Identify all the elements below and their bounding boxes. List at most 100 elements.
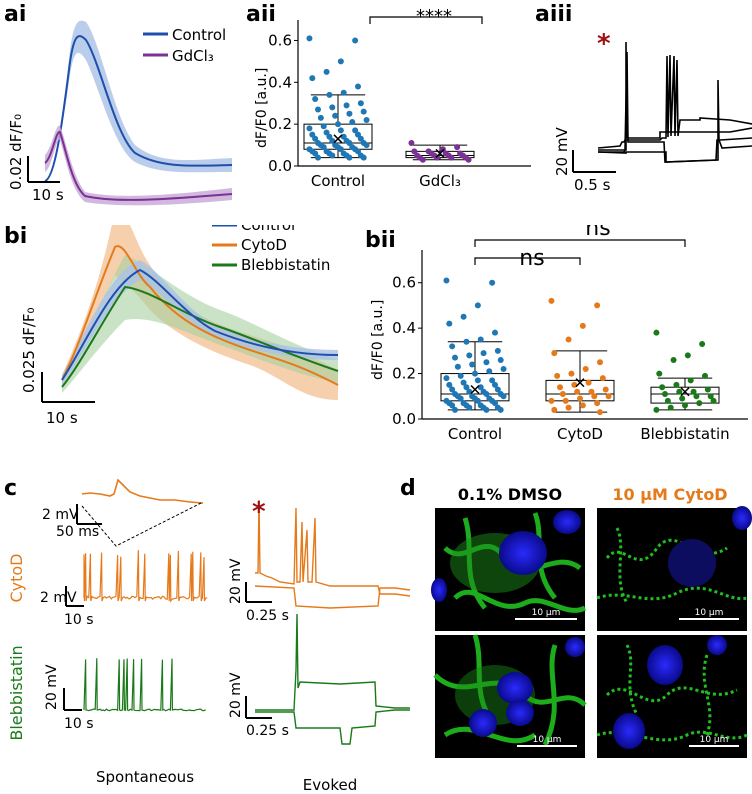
panel-label-bii: bii — [365, 228, 396, 253]
data-point — [306, 35, 313, 42]
data-point — [568, 370, 575, 377]
data-point — [554, 372, 561, 379]
data-point — [588, 388, 595, 395]
data-point — [594, 302, 601, 309]
data-point — [443, 375, 450, 382]
data-point — [474, 397, 481, 404]
data-point — [500, 366, 507, 373]
data-point — [696, 400, 703, 407]
panel-label-ai: ai — [4, 2, 27, 27]
panel-label-aiii: aiii — [535, 2, 573, 27]
data-point — [605, 393, 612, 400]
c-xlabel-evoked: Evoked — [303, 776, 357, 794]
data-point — [460, 313, 467, 320]
data-point — [460, 379, 467, 386]
data-point — [474, 302, 481, 309]
data-point — [352, 37, 359, 44]
panel-d-images: 0.1% DMSO 10 μM CytoD 10 μm 10 μm — [431, 485, 752, 758]
ai-legend-control: Control — [172, 26, 226, 44]
aiii-star: * — [597, 29, 611, 59]
data-point — [707, 393, 714, 400]
mean-marker — [435, 148, 445, 158]
data-point — [557, 384, 564, 391]
data-point — [477, 336, 484, 343]
data-point — [596, 409, 603, 416]
panel-label-c: c — [4, 476, 18, 501]
panel-aiii-trace: * 20 mV 0.5 s — [553, 29, 752, 194]
mean-marker — [470, 384, 480, 395]
c-spont-cytod-scale-x-label: 10 s — [64, 612, 94, 628]
bii-sig2: ns — [585, 225, 610, 241]
data-point — [315, 106, 322, 113]
data-point — [329, 104, 336, 111]
aiii-scale-x-label: 0.5 s — [574, 176, 611, 194]
gdcl3-band — [45, 125, 232, 206]
d-scale-label-2: 10 μm — [695, 608, 724, 618]
y-tick-label: 0.2 — [392, 365, 416, 383]
data-point — [684, 352, 691, 359]
data-point — [439, 146, 446, 153]
bi-legend-control: Control — [241, 225, 295, 234]
data-point — [699, 341, 706, 348]
data-point — [491, 381, 498, 388]
data-point — [312, 96, 319, 103]
x-tick-label: Control — [448, 425, 502, 443]
data-point — [335, 121, 341, 128]
data-point — [354, 83, 361, 90]
data-point — [332, 112, 339, 119]
c-row-label-bleb: Blebbistatin — [7, 645, 26, 740]
data-point — [312, 135, 319, 142]
c-xlabel-spontaneous: Spontaneous — [96, 768, 194, 786]
data-point — [309, 75, 316, 82]
d-image-dmso-1: 10 μm — [431, 508, 587, 631]
data-point — [463, 384, 470, 391]
panel-c-traces: CytoD Blebbistatin 2 mV 50 ms 2 mV 10 s … — [7, 478, 411, 794]
data-point — [434, 154, 441, 161]
data-point — [466, 404, 473, 411]
gdcl3-trace — [44, 130, 233, 201]
c-spont-bleb-scale-y-label: 20 mV — [44, 664, 60, 710]
ai-scale-y-label: 0.02 dF/F₀ — [7, 114, 25, 190]
c-evoked-cytod-trace-1 — [255, 499, 411, 597]
data-point — [317, 114, 324, 121]
data-point — [452, 354, 459, 361]
data-point — [577, 395, 583, 402]
data-point — [363, 142, 370, 149]
data-point — [579, 322, 586, 329]
c-inset-trace — [81, 478, 204, 504]
data-point — [443, 277, 450, 284]
data-point — [551, 350, 558, 357]
data-point — [457, 372, 464, 379]
y-tick-label: 0.0 — [392, 410, 416, 428]
data-point — [500, 393, 507, 400]
bii-sig-bracket-1 — [474, 257, 581, 265]
data-point — [343, 102, 350, 109]
d-image-cytod-2: 10 μm — [596, 635, 748, 758]
d-scale-label-4: 10 μm — [700, 735, 729, 745]
data-point — [491, 400, 498, 407]
d-image-dmso-2: 10 μm — [433, 634, 587, 758]
d-image-cytod-1: 10 μm — [596, 506, 752, 631]
data-point — [693, 393, 700, 400]
data-point — [497, 356, 504, 363]
c-spont-bleb-trace — [83, 658, 206, 712]
x-tick-label: GdCl₃ — [419, 172, 461, 190]
ai-scale-x-label: 10 s — [32, 186, 64, 204]
data-point — [676, 388, 683, 395]
data-point — [411, 148, 418, 155]
data-point — [483, 359, 490, 366]
data-point — [551, 406, 558, 413]
data-point — [337, 58, 344, 65]
data-point — [594, 400, 601, 407]
panel-ai-trace: Control GdCl₃ 0.02 dF/F₀ 10 s — [7, 20, 233, 206]
data-point — [340, 89, 347, 96]
data-point — [465, 156, 472, 163]
panel-bi-trace: Control CytoD Blebbistatin 0.025 dF/F₀ 1… — [20, 225, 339, 427]
mean-marker — [680, 387, 690, 397]
data-point — [483, 406, 490, 413]
c-spont-cytod-trace — [83, 550, 208, 603]
y-tick-label: 0.6 — [268, 31, 292, 49]
data-point — [346, 110, 353, 117]
c-evoked-bleb-scale-y-label: 20 mV — [228, 672, 244, 718]
